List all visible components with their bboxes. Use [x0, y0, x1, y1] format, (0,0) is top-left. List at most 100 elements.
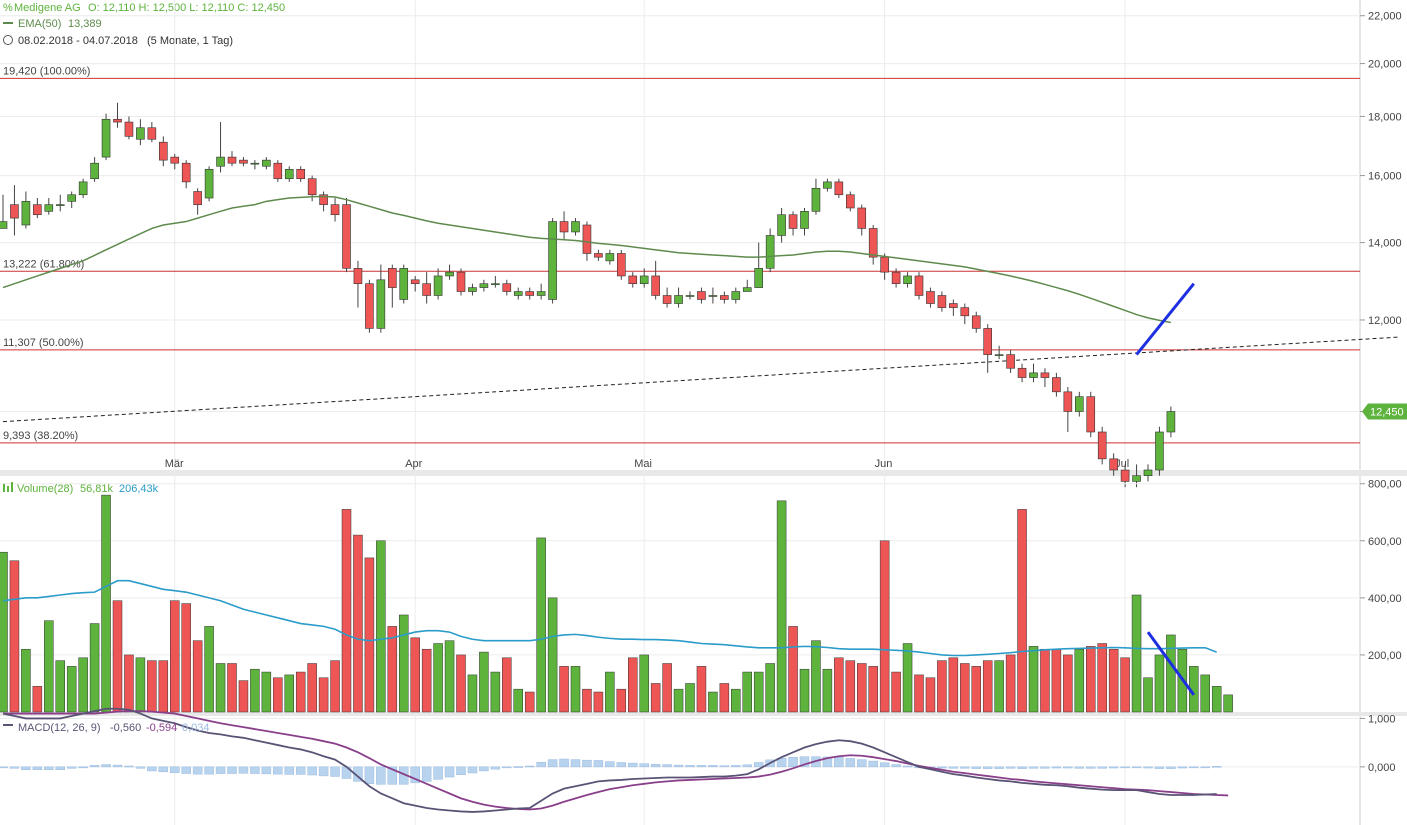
candle — [811, 187, 821, 212]
macd-histogram-bar — [307, 766, 317, 776]
macd-histogram-bar — [1108, 766, 1119, 769]
volume-bar — [811, 640, 821, 713]
macd-histogram-bar — [1189, 766, 1199, 769]
candle — [491, 283, 500, 285]
macd-histogram-bar — [960, 766, 970, 769]
volume-bar — [902, 643, 913, 713]
candle — [55, 204, 65, 206]
candle — [857, 207, 867, 229]
volume-bar — [307, 663, 317, 713]
candle — [720, 295, 729, 300]
candle — [949, 303, 958, 308]
volume-bar — [32, 686, 43, 713]
candle — [903, 275, 912, 284]
macd-histogram-legend-value: 0,034 — [182, 722, 210, 734]
last-price-tag — [1362, 403, 1407, 420]
macd-signal-legend-value: -0,594 — [146, 722, 177, 734]
macd-histogram-bar — [170, 766, 180, 773]
volume-legend-label: Volume(28) — [17, 483, 73, 495]
macd-histogram-bar — [215, 766, 226, 774]
ema50-line — [2, 195, 1172, 324]
volume-bar — [490, 671, 501, 713]
macd-histogram-bar — [1063, 766, 1073, 769]
macd-histogram-bar — [89, 765, 100, 768]
candle — [1120, 469, 1130, 482]
volume-bar — [55, 660, 65, 713]
candle — [926, 291, 935, 304]
volume-bar — [1051, 648, 1062, 713]
candle — [937, 295, 947, 308]
volume-bar — [0, 551, 8, 713]
candle — [880, 256, 889, 273]
period-detail: (5 Monate, 1 Tag) — [147, 35, 233, 47]
candle — [456, 271, 466, 292]
volume-bar — [799, 668, 810, 713]
volume-bar — [170, 600, 180, 713]
volume-bar — [1017, 509, 1027, 713]
macd-signal-line — [3, 710, 1229, 811]
macd-histogram-bar — [135, 766, 146, 769]
candle — [445, 271, 454, 277]
macd-histogram-bar — [1120, 766, 1130, 769]
fib-level-label: 9,393 (38.20%) — [3, 430, 78, 442]
volume-bar — [89, 623, 100, 713]
volume-bar — [147, 660, 157, 713]
candle — [21, 201, 31, 226]
macd-legend-label: MACD(12, 26, 9) — [18, 722, 101, 734]
volume-tick-label: 400,00 — [1368, 593, 1402, 605]
volume-bar — [399, 614, 409, 713]
candle — [422, 283, 431, 296]
candle — [227, 156, 237, 164]
candle — [307, 178, 317, 196]
candle — [697, 291, 706, 300]
macd-histogram-bar — [708, 765, 718, 768]
candle — [376, 279, 386, 329]
price-tick-label: 14,000 — [1368, 238, 1402, 250]
macd-histogram-bar — [1028, 766, 1039, 769]
macd-histogram-bar — [66, 766, 77, 769]
candle — [891, 271, 901, 284]
macd-histogram-bar — [490, 766, 501, 770]
candle — [960, 307, 970, 317]
macd-histogram-bar — [696, 765, 707, 768]
clock-icon — [3, 35, 13, 45]
candle — [159, 141, 168, 161]
volume-bar — [1120, 657, 1130, 713]
candle — [1109, 458, 1118, 471]
candle — [67, 194, 76, 202]
macd-histogram-bar — [1051, 766, 1062, 769]
candle — [536, 291, 546, 296]
volume-bar — [1200, 674, 1210, 713]
instrument-icon: % — [3, 2, 13, 14]
macd-histogram-bar — [238, 766, 249, 774]
volume-bar — [78, 657, 88, 713]
volume-bar — [66, 666, 77, 713]
volume-bar — [914, 674, 924, 713]
candle — [823, 181, 832, 189]
candle — [239, 159, 248, 164]
macd-histogram-bar — [250, 766, 260, 774]
candle — [513, 291, 523, 296]
volume-bar — [376, 540, 386, 713]
candle — [731, 291, 741, 300]
volume-bar — [708, 691, 718, 713]
macd-histogram-bar — [1017, 766, 1027, 769]
volume-bar — [994, 660, 1004, 713]
candle — [353, 268, 363, 284]
candle — [651, 275, 660, 296]
volume-bar — [605, 671, 615, 713]
volume-tick-label: 800,00 — [1368, 479, 1402, 491]
volume-bar — [421, 648, 432, 713]
volume-bar — [318, 677, 329, 713]
macd-histogram-bar — [44, 766, 54, 771]
macd-histogram-bar — [295, 766, 306, 775]
volume-bar — [1074, 648, 1085, 713]
macd-histogram-bar — [1143, 766, 1153, 769]
volume-bar — [479, 651, 489, 713]
volume-bar — [524, 691, 535, 713]
macd-legend-value: -0,560 — [110, 722, 141, 734]
macd-histogram-bar — [1074, 766, 1085, 769]
macd-histogram-bar — [1154, 766, 1165, 769]
volume-bar — [857, 663, 867, 713]
